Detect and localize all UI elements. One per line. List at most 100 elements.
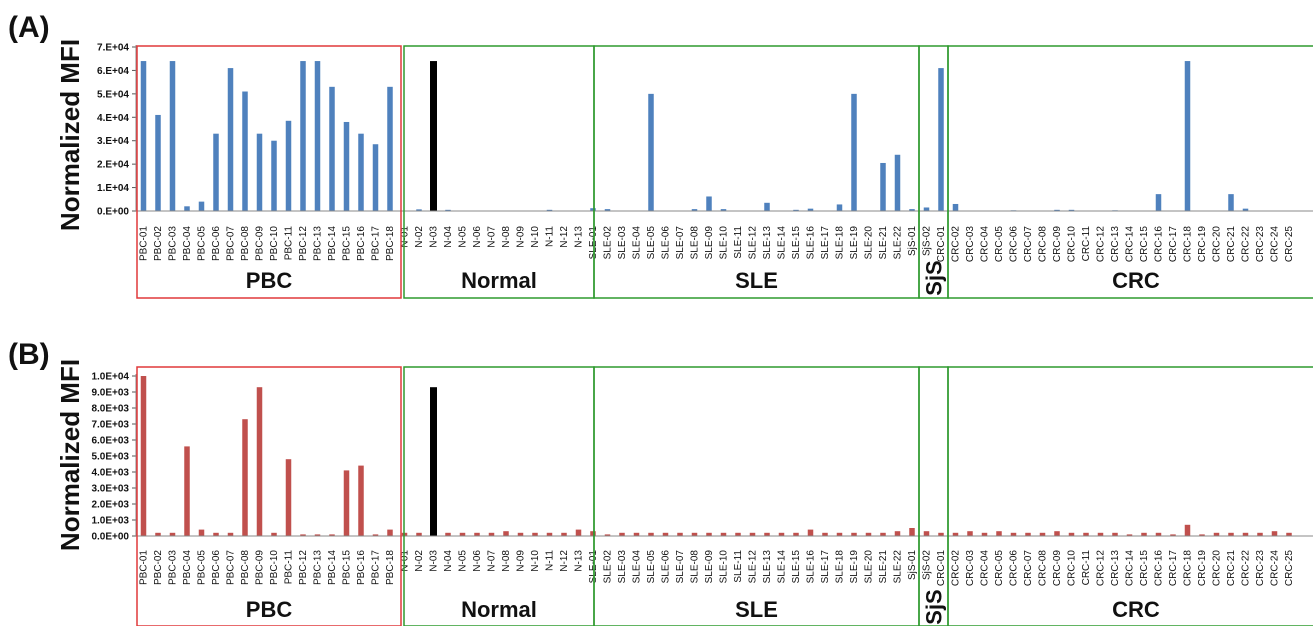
panel-a-x-tick-label: CRC-04 — [980, 226, 991, 263]
panel-b-bar-sjs-01 — [909, 528, 915, 536]
panel-a-x-tick-label: PBC-17 — [371, 226, 382, 261]
panel-b-x-tick-label: N-11 — [545, 550, 556, 571]
panel-b-bar-sle-04 — [633, 532, 640, 536]
panel-b-bar-sjs-02 — [923, 531, 930, 536]
panel-b-bar-pbc-15 — [343, 470, 350, 536]
panel-b-x-tick-label: CRC-19 — [1197, 550, 1208, 587]
panel-b-y-tick-label: 9.0E+03 — [91, 388, 129, 399]
panel-b-x-tick-label: CRC-11 — [1081, 550, 1092, 586]
panel-a-bar-pbc-09 — [256, 133, 263, 211]
panel-a-bar-pbc-04 — [184, 206, 190, 211]
panel-b-x-tick-label: SLE-22 — [893, 550, 904, 584]
panel-a-x-tick-label: CRC-01 — [936, 226, 947, 263]
panel-a-x-tick-label: SLE-04 — [632, 226, 643, 260]
panel-b-x-tick-label: CRC-06 — [1009, 550, 1020, 587]
panel-a-bar-sle-10 — [720, 209, 727, 211]
panel-a-x-tick-label: PBC-12 — [298, 226, 309, 261]
panel-b-x-tick-label: CRC-14 — [1125, 550, 1136, 587]
panel-b-x-tick-label: PBC-16 — [356, 550, 367, 585]
panel-b-x-tick-label: PBC-13 — [313, 550, 324, 585]
panel-a-x-tick-label: N-06 — [472, 226, 483, 248]
panel-b-x-tick-label: PBC-07 — [226, 550, 237, 585]
panel-b-bar-crc-10 — [1068, 532, 1075, 536]
panel-a-x-tick-label: CRC-24 — [1270, 226, 1281, 263]
panel-b-bar-crc-01 — [938, 532, 944, 536]
panel-a-y-axis-title: Normalized MFI — [55, 39, 85, 231]
panel-a-group-label-sle: SLE — [735, 268, 778, 293]
panel-b-bar-pbc-14 — [329, 534, 335, 536]
panel-b-bar-sle-22 — [894, 531, 901, 536]
panel-b-x-tick-label: CRC-01 — [936, 550, 947, 587]
panel-b-x-tick-label: CRC-21 — [1226, 550, 1237, 587]
panel-a-x-tick-label: SLE-13 — [762, 226, 773, 260]
panel-b-x-tick-label: CRC-18 — [1183, 550, 1194, 587]
panel-a-x-tick-label: CRC-17 — [1168, 226, 1179, 263]
panel-a-bar-sle-08 — [691, 209, 698, 211]
panel-a-bar-pbc-08 — [242, 91, 248, 211]
panel-a-x-tick-label: N-07 — [487, 226, 498, 248]
panel-b-bar-crc-08 — [1039, 532, 1046, 536]
panel-b-x-tick-label: N-03 — [429, 550, 440, 572]
panel-a-bar-sle-05 — [648, 93, 654, 211]
panel-b-bar-sle-13 — [764, 532, 770, 536]
panel-b-bar-n-13 — [575, 529, 582, 536]
panel-b-group-label-sjs: SjS — [922, 589, 947, 624]
panel-a-group-box-crc — [947, 45, 1313, 299]
panel-a-y-tick-label: 7.E+04 — [97, 43, 129, 54]
panel-a-x-tick-label: PBC-13 — [313, 226, 324, 261]
panel-a-bar-sle-21 — [880, 162, 886, 211]
panel-b-bar-pbc-07 — [227, 532, 234, 536]
panel-b-bar-sle-17 — [822, 532, 828, 536]
panel-b-bar-sle-18 — [836, 532, 843, 536]
panel-b-x-tick-label: PBC-03 — [168, 550, 179, 585]
panel-a-bar-sle-16 — [807, 208, 814, 211]
panel-b-bar-crc-20 — [1213, 532, 1220, 536]
panel-b-group-box-crc — [947, 366, 1313, 626]
panel-a-group-box-pbc — [136, 45, 402, 299]
panel-b-bar-sle-16 — [807, 529, 814, 536]
panel-a-x-tick-label: SLE-12 — [748, 226, 759, 260]
panel-b-bar-pbc-01 — [140, 376, 147, 536]
panel-b-bar-sle-08 — [691, 532, 698, 536]
panel-b-bar-sle-14 — [778, 532, 785, 536]
panel-a-x-tick-label: SLE-11 — [733, 226, 744, 259]
panel-a-bar-pbc-06 — [213, 133, 219, 211]
panel-a-x-tick-label: CRC-23 — [1255, 226, 1266, 263]
panel-a-bar-sjs-02 — [923, 207, 930, 211]
panel-a-bar-pbc-13 — [314, 61, 321, 211]
panel-b-x-tick-label: CRC-05 — [994, 550, 1005, 587]
panel-b-x-tick-label: PBC-18 — [385, 550, 396, 585]
panel-a-x-tick-label: CRC-12 — [1096, 226, 1107, 263]
panel-a-bar-sle-09 — [706, 196, 712, 211]
panel-a-bar-pbc-03 — [169, 61, 176, 211]
panel-a-x-tick-label: PBC-06 — [211, 226, 222, 261]
panel-b-bar-pbc-12 — [300, 534, 306, 536]
panel-a-x-tick-label: CRC-21 — [1226, 226, 1237, 263]
panel-a-bar-sle-18 — [836, 204, 843, 211]
panel-a-x-tick-label: PBC-08 — [240, 226, 251, 261]
panel-b-group-box-pbc — [136, 366, 402, 626]
panel-a-x-tick-label: CRC-15 — [1139, 226, 1150, 263]
panel-a-x-tick-label: PBC-04 — [182, 226, 193, 261]
panel-b-x-tick-label: SLE-02 — [603, 550, 614, 584]
panel-b-bar-pbc-11 — [285, 459, 292, 536]
panel-b-bar-pbc-10 — [271, 532, 277, 536]
panel-b-x-tick-label: PBC-09 — [255, 550, 266, 585]
panel-b-x-tick-label: PBC-11 — [284, 550, 295, 585]
panel-b-x-tick-label: N-05 — [458, 550, 469, 572]
panel-b-bar-sle-01 — [590, 531, 596, 536]
panel-b-label: (B) — [8, 338, 50, 371]
panel-b-bar-crc-12 — [1097, 532, 1104, 536]
panel-b-x-tick-label: PBC-05 — [197, 550, 208, 585]
panel-a-bar-pbc-05 — [198, 201, 205, 211]
panel-b-bar-n-04 — [445, 532, 451, 536]
panel-b-x-tick-label: SLE-15 — [791, 550, 802, 584]
panel-b-x-tick-label: PBC-06 — [211, 550, 222, 585]
panel-b-x-tick-label: SjS-01 — [907, 550, 918, 580]
panel-b-bar-crc-21 — [1228, 532, 1234, 536]
panel-b-y-tick-label: 1.0E+04 — [91, 372, 129, 383]
panel-a-bar-sjs-01 — [909, 209, 915, 211]
panel-a-bar-pbc-12 — [300, 61, 306, 211]
panel-b-x-tick-label: SLE-08 — [690, 550, 701, 584]
